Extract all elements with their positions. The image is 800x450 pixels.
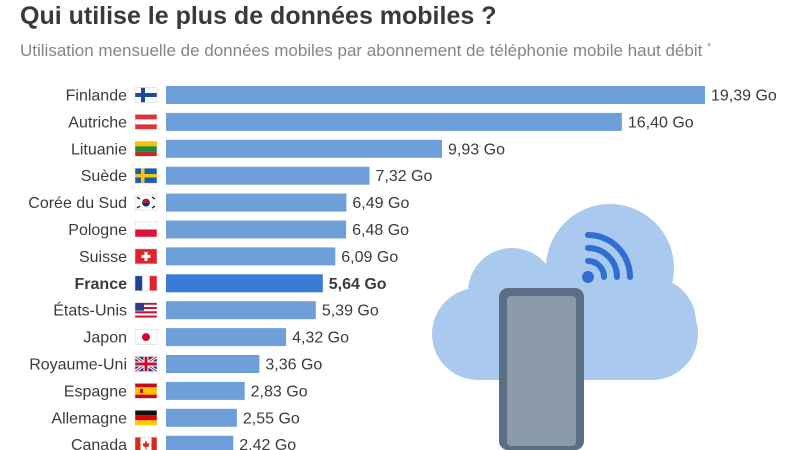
bar xyxy=(166,139,443,158)
flag-south-korea-icon xyxy=(134,194,158,211)
chart-subtitle: Utilisation mensuelle de données mobiles… xyxy=(20,41,711,61)
flag-japan-icon xyxy=(134,329,158,345)
category-label: Finlande xyxy=(66,88,127,105)
flag-spain-icon xyxy=(134,383,158,399)
flag-germany-icon xyxy=(134,409,158,426)
bar-row: Canada 2,42 Go xyxy=(71,435,296,450)
category-label: France xyxy=(75,276,128,293)
category-label: Suisse xyxy=(79,249,127,266)
flag-austria-icon xyxy=(134,114,158,130)
category-label: Pologne xyxy=(68,222,127,239)
category-label: Espagne xyxy=(64,383,127,400)
category-label: Corée du Sud xyxy=(28,195,127,212)
value-label: 2,83 Go xyxy=(251,383,308,400)
category-label: Suède xyxy=(81,168,127,185)
bar xyxy=(166,112,622,131)
subtitle-footnote-mark: * xyxy=(707,41,711,53)
value-label: 7,32 Go xyxy=(375,168,432,185)
bar xyxy=(166,86,705,104)
bar xyxy=(166,166,370,185)
value-label: 5,39 Go xyxy=(322,303,379,320)
bar-row: Suède 7,32 Go xyxy=(81,166,433,185)
flag-usa-icon xyxy=(134,302,158,319)
category-label: Japon xyxy=(83,330,127,347)
bar xyxy=(166,435,234,450)
value-label: 5,64 Go xyxy=(329,276,387,293)
category-label: Canada xyxy=(71,437,127,450)
bar-row: États-Unis 5,39 Go xyxy=(53,301,379,320)
bar-row: France 5,64 Go xyxy=(75,274,387,293)
value-label: 2,55 Go xyxy=(243,410,300,427)
value-label: 19,39 Go xyxy=(711,88,777,105)
bar-row: Royaume-Uni 3,36 Go xyxy=(29,355,322,374)
bar-row: Autriche 16,40 Go xyxy=(68,112,694,131)
bar xyxy=(166,247,336,266)
bar-row: Lituanie 9,93 Go xyxy=(71,139,505,158)
value-label: 6,49 Go xyxy=(352,195,409,212)
bar xyxy=(166,355,260,373)
wifi-icon xyxy=(582,232,633,283)
category-label: États-Unis xyxy=(53,301,127,320)
chart-title: Qui utilise le plus de données mobiles ? xyxy=(20,2,497,30)
value-label: 9,93 Go xyxy=(448,141,505,158)
bar xyxy=(166,220,347,239)
value-label: 4,32 Go xyxy=(292,330,349,347)
bar-row: Allemagne 2,55 Go xyxy=(51,408,300,427)
bar-row: Corée du Sud 6,49 Go xyxy=(28,193,409,212)
value-label: 2,42 Go xyxy=(239,437,296,450)
category-label: Royaume-Uni xyxy=(29,357,127,374)
subtitle-text: Utilisation mensuelle de données mobiles… xyxy=(20,41,703,60)
bar xyxy=(166,328,287,347)
bar xyxy=(166,381,245,400)
category-label: Lituanie xyxy=(71,141,127,158)
bar-row: Suisse 6,09 Go xyxy=(79,247,398,266)
flag-canada-icon xyxy=(134,436,158,450)
bar xyxy=(166,301,316,320)
flag-finland-icon xyxy=(134,87,158,103)
flag-switzerland-icon xyxy=(134,248,158,265)
bar-row: Pologne 6,48 Go xyxy=(68,220,409,239)
flag-poland-icon xyxy=(134,221,158,238)
smartphone-icon xyxy=(499,288,584,450)
bar-row: Espagne 2,83 Go xyxy=(64,381,308,400)
flag-france-icon xyxy=(134,275,158,292)
bar-row: Finlande 19,39 Go xyxy=(66,86,777,105)
category-label: Allemagne xyxy=(51,410,127,427)
category-label: Autriche xyxy=(68,114,127,131)
bar xyxy=(166,193,347,212)
bar xyxy=(166,408,237,427)
bar xyxy=(166,274,323,293)
flag-uk-icon xyxy=(134,355,158,373)
value-label: 6,48 Go xyxy=(352,222,409,239)
flag-sweden-icon xyxy=(134,167,158,184)
bar-row: Japon 4,32 Go xyxy=(83,328,349,347)
illustration xyxy=(432,204,698,450)
value-label: 3,36 Go xyxy=(265,357,322,374)
value-label: 16,40 Go xyxy=(628,114,694,131)
flag-lithuania-icon xyxy=(134,141,158,157)
value-label: 6,09 Go xyxy=(341,249,398,266)
chart-rows: Finlande 19,39 Go Autriche 16,40 Go Lituanie… xyxy=(28,86,777,450)
